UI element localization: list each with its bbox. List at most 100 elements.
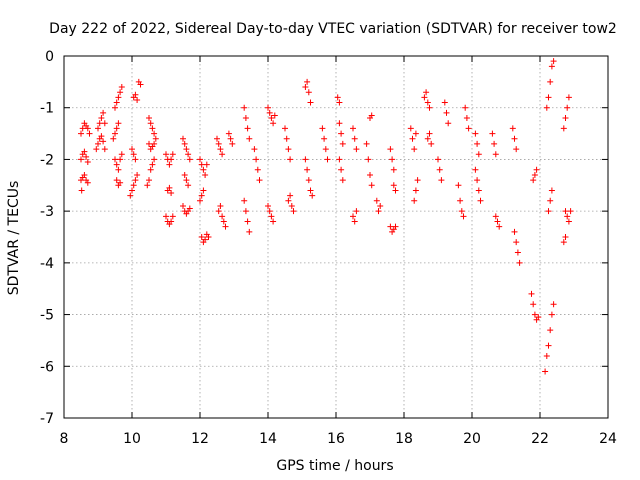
data-point-marker [168,156,175,163]
data-point-marker [266,208,273,215]
data-point-marker [256,177,263,184]
data-point-marker [117,156,124,163]
data-point-marker [462,104,469,111]
data-point-marker [98,133,105,140]
data-point-marker [528,290,535,297]
y-tick-label: -5 [40,308,54,324]
data-point-marker [336,156,343,163]
data-markers [78,58,574,375]
data-point-marker [285,197,292,204]
data-point-marker [180,202,186,209]
data-point-marker [180,135,186,142]
x-tick-label: 12 [191,431,209,447]
data-point-marker [129,146,135,153]
data-point-marker [100,109,107,116]
x-tick-labels: 8 10 12 14 16 18 20 22 24 [60,431,617,447]
x-tick-label: 18 [395,431,413,447]
data-point-marker [350,125,356,132]
data-point-marker [547,197,554,204]
data-point-marker [132,91,139,98]
data-point-marker [222,223,229,230]
data-point-marker [377,202,384,209]
data-point-marker [186,156,193,163]
data-point-marker [112,156,118,163]
data-point-marker [424,99,431,106]
data-point-marker [460,213,467,220]
data-point-marker [220,218,227,225]
data-point-marker [149,125,156,132]
data-point-marker [137,81,144,88]
data-point-marker [412,130,419,137]
data-point-marker [147,166,154,173]
data-point-marker [112,104,118,111]
chart-title: Day 222 of 2022, Sidereal Day-to-day VTE… [49,21,617,37]
data-point-marker [368,182,375,189]
data-point-marker [151,156,158,163]
data-point-marker [511,228,518,235]
data-point-marker [251,146,258,153]
data-point-marker [266,109,273,116]
data-point-marker [287,156,294,163]
data-point-marker [132,177,139,184]
data-point-marker [365,156,372,163]
x-axis-label: GPS time / hours [276,458,393,474]
data-point-marker [353,208,360,215]
y-axis-label: SDTVAR / TECUs [6,181,22,296]
data-point-marker [225,130,232,137]
data-point-marker [130,182,137,189]
y-tick-label: 0 [45,49,54,65]
x-tick-label: 20 [463,431,481,447]
data-point-marker [202,171,209,178]
data-point-marker [285,146,292,153]
data-point-marker [307,99,314,106]
axis-ticks [63,55,609,419]
data-point-marker [438,177,445,184]
data-point-marker [565,94,572,101]
data-point-marker [79,125,86,132]
data-point-marker [474,177,481,184]
data-point-marker [152,135,159,142]
data-point-marker [168,190,175,197]
data-point-marker [407,125,414,132]
data-point-marker [265,202,271,209]
data-point-marker [81,148,88,155]
data-point-marker [367,171,373,178]
data-point-marker [78,130,84,137]
data-point-marker [423,89,430,96]
data-point-marker [387,146,394,153]
data-point-marker [100,138,107,145]
data-point-marker [424,135,431,142]
y-tick-label: -6 [40,359,54,375]
data-point-marker [166,184,173,191]
data-point-marker [368,112,375,119]
data-point-marker [421,94,428,101]
data-point-marker [389,156,396,163]
data-point-marker [513,239,520,246]
data-point-marker [390,166,397,173]
data-point-marker [198,234,205,240]
y-tick-label: -3 [40,204,54,220]
data-point-marker [214,135,220,142]
data-point-marker [548,311,555,318]
data-point-marker [203,161,210,168]
y-tick-label: -2 [40,152,54,168]
data-point-marker [414,177,421,184]
data-point-marker [475,187,482,194]
data-point-marker [458,208,465,215]
data-point-marker [205,234,212,240]
data-point-marker [465,125,472,132]
data-point-marker [491,140,498,147]
data-point-marker [86,130,93,137]
data-point-marker [550,58,557,65]
data-point-marker [144,182,151,189]
data-point-marker [445,120,452,127]
data-point-marker [117,179,124,186]
data-point-marker [271,112,278,119]
data-point-marker [113,177,120,184]
data-point-marker [477,197,484,204]
data-point-marker [533,166,540,173]
data-point-marker [78,156,84,163]
data-point-marker [215,140,222,147]
